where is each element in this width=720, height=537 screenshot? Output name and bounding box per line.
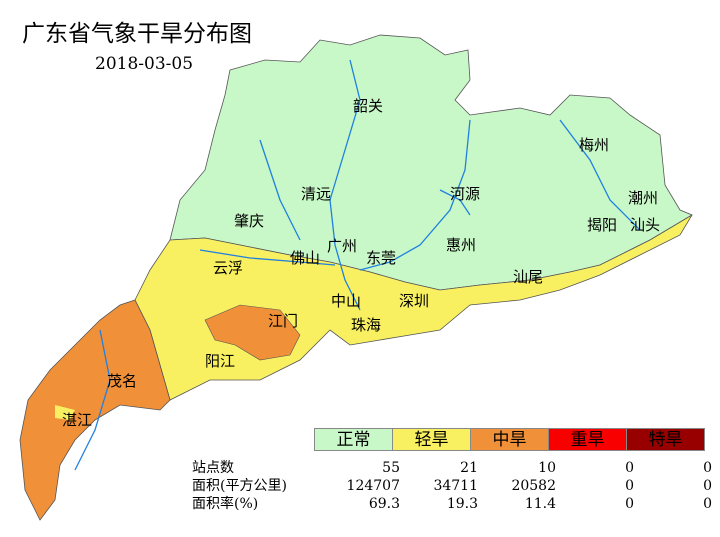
cell: 69.3 xyxy=(368,495,400,512)
city-label: 广州 xyxy=(327,237,358,255)
legend-severe: 重旱 xyxy=(549,429,627,450)
rivers xyxy=(74,59,641,471)
cell: 55 xyxy=(382,459,400,476)
city-label: 韶关 xyxy=(353,97,384,115)
cell: 124707 xyxy=(346,477,400,494)
cell: 0 xyxy=(703,477,712,494)
cell: 10 xyxy=(538,459,556,476)
cell: 0 xyxy=(703,459,712,476)
city-label: 佛山 xyxy=(290,249,321,267)
city-label: 梅州 xyxy=(579,136,610,154)
table-row: 站点数 55 21 10 0 0 xyxy=(192,459,712,477)
city-label: 中山 xyxy=(331,292,362,310)
cell: 0 xyxy=(703,495,712,512)
legend: 正常 轻旱 中旱 重旱 特旱 xyxy=(314,428,705,451)
legend-light: 轻旱 xyxy=(393,429,471,450)
row-label: 面积率(%) xyxy=(192,495,259,512)
city-label: 阳江 xyxy=(205,352,236,370)
city-label: 深圳 xyxy=(399,292,430,310)
city-label: 珠海 xyxy=(351,316,382,334)
city-label: 汕头 xyxy=(630,216,661,234)
city-label: 清远 xyxy=(301,185,332,203)
legend-extreme: 特旱 xyxy=(627,429,704,450)
cell: 11.4 xyxy=(524,495,556,512)
legend-normal: 正常 xyxy=(315,429,393,450)
cell: 0 xyxy=(625,459,634,476)
row-label: 面积(平方公里) xyxy=(192,477,287,494)
city-label: 肇庆 xyxy=(234,212,265,230)
map-date: 2018-03-05 xyxy=(95,54,194,74)
city-label: 揭阳 xyxy=(587,216,618,234)
city-label: 茂名 xyxy=(107,372,138,390)
city-label: 潮州 xyxy=(628,189,659,207)
region-moderate-drought xyxy=(19,299,171,521)
cell: 34711 xyxy=(433,477,478,494)
region-light-west xyxy=(55,405,75,420)
city-label: 江门 xyxy=(268,312,299,330)
stats-table: 站点数 55 21 10 0 0 面积(平方公里) 124707 34711 20582 0 0 面… xyxy=(192,459,712,513)
region-pearl-delta-moderate xyxy=(204,304,301,361)
row-label: 站点数 xyxy=(192,459,234,476)
cell: 19.3 xyxy=(446,495,478,512)
cell: 0 xyxy=(625,477,634,494)
cell: 21 xyxy=(460,459,478,476)
cell: 20582 xyxy=(511,477,556,494)
city-label: 湛江 xyxy=(62,411,93,429)
table-row: 面积(平方公里) 124707 34711 20582 0 0 xyxy=(192,477,712,495)
city-label: 惠州 xyxy=(446,236,477,254)
city-label: 汕尾 xyxy=(513,268,544,286)
city-label: 河源 xyxy=(450,185,481,203)
city-label: 东莞 xyxy=(366,249,397,267)
city-label: 云浮 xyxy=(213,259,244,277)
table-row: 面积率(%) 69.3 19.3 11.4 0 0 xyxy=(192,495,712,513)
legend-moderate: 中旱 xyxy=(471,429,549,450)
cell: 0 xyxy=(625,495,634,512)
map-title: 广东省气象干旱分布图 xyxy=(22,21,252,47)
